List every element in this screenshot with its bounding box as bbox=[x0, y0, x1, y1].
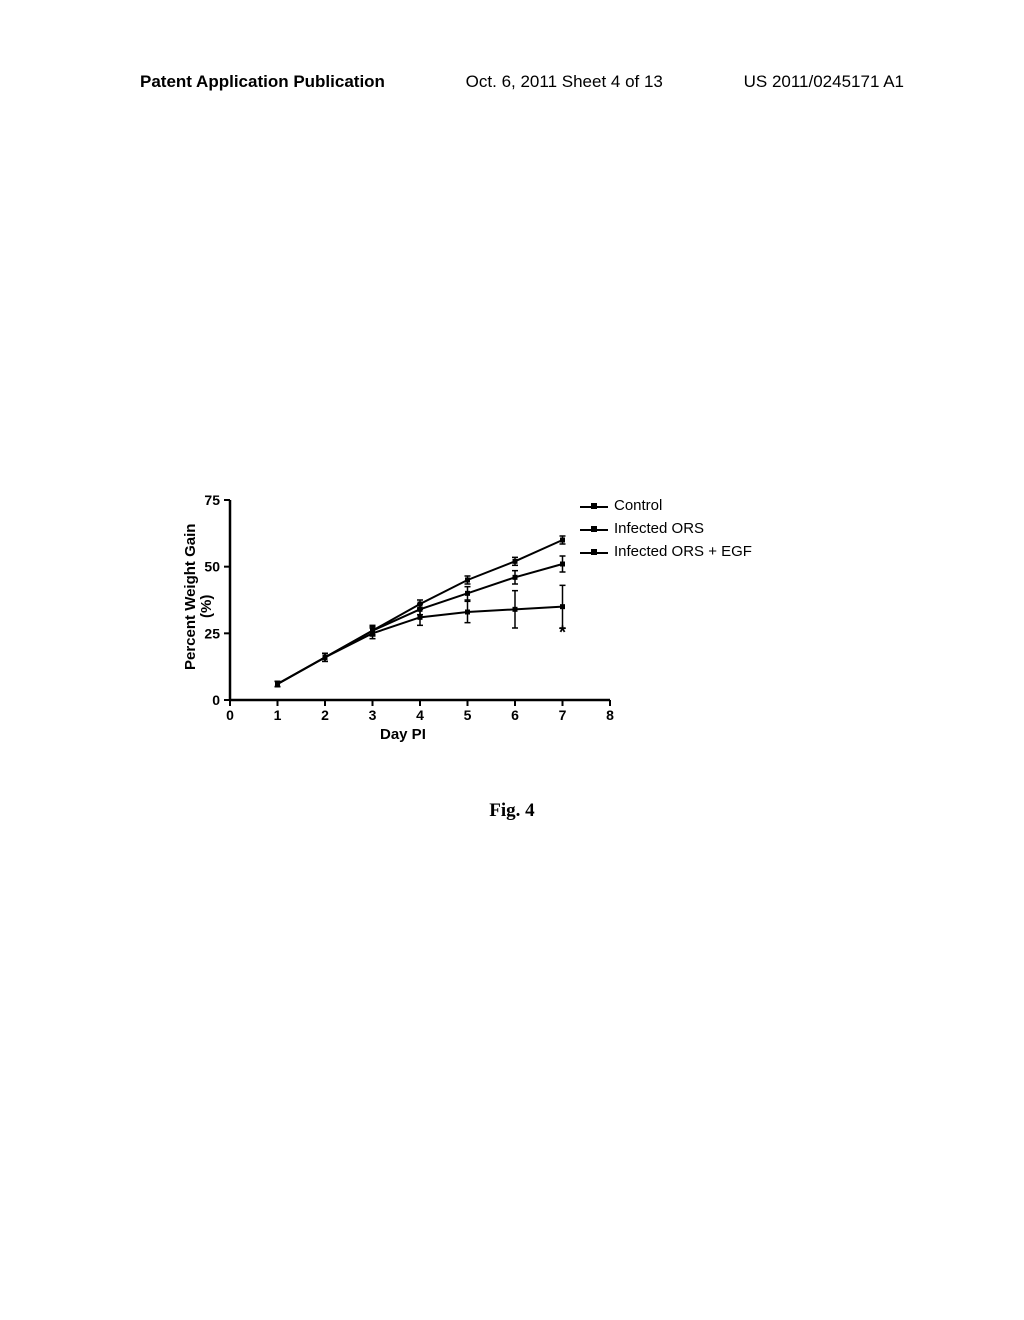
svg-text:1: 1 bbox=[274, 707, 282, 723]
legend-item-ors-egf: Infected ORS + EGF bbox=[580, 541, 752, 562]
figure-label: Fig. 4 bbox=[0, 800, 1024, 822]
svg-text:*: * bbox=[559, 623, 566, 643]
header-center: Oct. 6, 2011 Sheet 4 of 13 bbox=[466, 72, 663, 92]
y-axis-label: Percent Weight Gain bbox=[182, 524, 199, 670]
legend-marker-icon bbox=[580, 499, 608, 513]
svg-text:3: 3 bbox=[369, 707, 377, 723]
header-right: US 2011/0245171 A1 bbox=[744, 72, 904, 92]
svg-text:8: 8 bbox=[606, 707, 614, 723]
svg-text:7: 7 bbox=[559, 707, 567, 723]
svg-text:0: 0 bbox=[212, 692, 220, 708]
svg-text:50: 50 bbox=[204, 559, 220, 575]
legend-marker-icon bbox=[580, 522, 608, 536]
svg-text:5: 5 bbox=[464, 707, 472, 723]
y-axis-label-2: (%) bbox=[198, 595, 215, 618]
svg-text:6: 6 bbox=[511, 707, 519, 723]
legend-label: Infected ORS + EGF bbox=[614, 541, 752, 562]
svg-text:2: 2 bbox=[321, 707, 329, 723]
legend-label: Infected ORS bbox=[614, 518, 704, 539]
legend-label: Control bbox=[614, 495, 662, 516]
legend: Control Infected ORS Infected ORS + EGF bbox=[580, 495, 752, 564]
legend-item-ors: Infected ORS bbox=[580, 518, 752, 539]
chart-container: 0 1 2 3 4 5 6 7 8 0 25 50 75 * Percent Weight Gain (%… bbox=[170, 490, 870, 770]
y-label-line1: Percent Weight Gain bbox=[182, 524, 199, 670]
chart-svg: 0 1 2 3 4 5 6 7 8 0 25 50 75 * bbox=[170, 490, 630, 750]
legend-item-control: Control bbox=[580, 495, 752, 516]
svg-text:75: 75 bbox=[204, 492, 220, 508]
svg-text:4: 4 bbox=[416, 707, 424, 723]
legend-marker-icon bbox=[580, 545, 608, 559]
y-label-line2: (%) bbox=[198, 595, 215, 618]
x-axis-label: Day PI bbox=[380, 726, 426, 743]
page-header: Patent Application Publication Oct. 6, 2… bbox=[0, 72, 1024, 92]
svg-text:0: 0 bbox=[226, 707, 234, 723]
svg-text:25: 25 bbox=[204, 625, 220, 641]
header-left: Patent Application Publication bbox=[140, 72, 385, 92]
